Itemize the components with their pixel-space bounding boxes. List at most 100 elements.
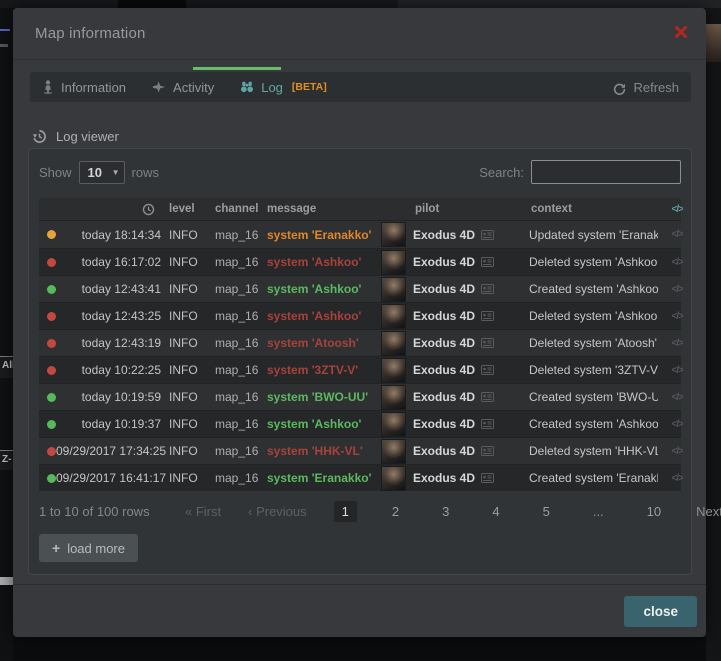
pagination-next[interactable]: Next › [696, 504, 721, 519]
cell-channel: map_16 [215, 390, 267, 404]
pilot-name: Exodus 4D [413, 444, 475, 458]
pilot-name: Exodus 4D [413, 228, 475, 242]
row-code-icon[interactable]: </> [658, 365, 683, 376]
clock-icon [142, 203, 155, 216]
tab-label: Information [61, 80, 126, 95]
column-context[interactable]: context [529, 203, 658, 215]
cell-time: today 12:43:41 [39, 282, 169, 296]
log-time: today 10:22:25 [82, 363, 169, 377]
cell-message: system 'Ashkoo' [267, 282, 381, 296]
close-button[interactable]: close [624, 596, 697, 627]
tab-information[interactable]: Information [42, 80, 126, 95]
table-row: today 10:19:37INFOmap_16system 'Ashkoo'E… [39, 410, 681, 437]
column-message[interactable]: message [267, 203, 381, 215]
pilot-name: Exodus 4D [413, 309, 475, 323]
page-size-select[interactable]: 10 [79, 161, 125, 184]
pilot-name: Exodus 4D [413, 255, 475, 269]
column-time[interactable] [39, 203, 169, 216]
column-level[interactable]: level [169, 203, 215, 215]
cell-level: INFO [169, 228, 215, 242]
pilot-name: Exodus 4D [413, 471, 475, 485]
cell-pilot: Exodus 4D [381, 385, 529, 410]
cell-time: today 10:22:25 [39, 363, 169, 377]
cell-pilot: Exodus 4D [381, 250, 529, 275]
history-icon [32, 129, 47, 144]
id-card-icon [481, 365, 494, 375]
pagination-ellipsis: ... [585, 501, 612, 522]
refresh-button[interactable]: Refresh [613, 79, 679, 94]
row-code-icon[interactable]: </> [658, 338, 683, 349]
log-viewer-heading: Log viewer [32, 129, 119, 144]
status-dot [47, 393, 56, 402]
status-dot [47, 258, 56, 267]
background-system-label: Z- [0, 450, 13, 470]
pagination-page-2[interactable]: 2 [384, 501, 407, 522]
pilot-avatar [381, 222, 406, 247]
cell-pilot: Exodus 4D [381, 412, 529, 437]
load-more-button[interactable]: + load more [39, 534, 138, 562]
id-card-icon [481, 257, 494, 267]
tab-log[interactable]: Log [BETA] [240, 80, 327, 95]
row-code-icon[interactable]: </> [658, 419, 683, 430]
background-connection-line [0, 29, 10, 31]
cell-level: INFO [169, 336, 215, 350]
cell-time: today 12:43:19 [39, 336, 169, 350]
plane-icon [152, 80, 166, 94]
row-code-icon[interactable]: </> [658, 446, 683, 457]
status-dot [47, 447, 56, 456]
log-time: today 10:19:37 [82, 417, 169, 431]
table-row: today 16:17:02INFOmap_16system 'Ashkoo'E… [39, 248, 681, 275]
refresh-label: Refresh [633, 80, 679, 95]
background-system-label: Ali [0, 356, 14, 378]
cell-channel: map_16 [215, 471, 267, 485]
column-channel[interactable]: channel [215, 203, 267, 215]
dialog-close-icon[interactable] [674, 25, 690, 41]
rows-label: rows [132, 165, 159, 180]
row-code-icon[interactable]: </> [658, 473, 683, 484]
pagination-first[interactable]: « First [185, 504, 221, 519]
pagination-page-10[interactable]: 10 [639, 501, 669, 522]
table-row: today 12:43:25INFOmap_16system 'Ashkoo'E… [39, 302, 681, 329]
cell-channel: map_16 [215, 228, 267, 242]
dialog-title: Map information [35, 25, 146, 42]
row-code-icon[interactable]: </> [658, 229, 683, 240]
row-code-icon[interactable]: </> [658, 257, 683, 268]
background-top-fragment [118, 0, 186, 8]
id-card-icon [481, 419, 494, 429]
cell-pilot: Exodus 4D [381, 466, 529, 491]
cell-time: today 10:19:37 [39, 417, 169, 431]
plus-icon: + [52, 540, 60, 556]
log-viewer-panel: Show 10 ▼ rows Search: level channel mes… [28, 148, 692, 575]
cell-level: INFO [169, 390, 215, 404]
pagination-info: 1 to 10 of 100 rows [39, 504, 185, 519]
pagination-page-3[interactable]: 3 [434, 501, 457, 522]
pagination-page-1[interactable]: 1 [334, 501, 357, 522]
cell-pilot: Exodus 4D [381, 222, 529, 247]
table-row: today 10:22:25INFOmap_16system '3ZTV-V'E… [39, 356, 681, 383]
pagination-page-4[interactable]: 4 [484, 501, 507, 522]
cell-pilot: Exodus 4D [381, 439, 529, 464]
cell-message: system 'Eranakko' [267, 471, 381, 485]
background-left-column [0, 8, 13, 661]
search-input[interactable] [531, 160, 681, 184]
pagination-bar: 1 to 10 of 100 rows « First ‹ Previous 1… [39, 500, 681, 522]
tab-activity[interactable]: Activity [152, 80, 214, 95]
pilot-name: Exodus 4D [413, 390, 475, 404]
column-pilot[interactable]: pilot [381, 203, 529, 215]
cell-level: INFO [169, 309, 215, 323]
log-table-body: today 18:14:34INFOmap_16system 'Eranakko… [39, 221, 681, 491]
pagination-previous[interactable]: ‹ Previous [248, 504, 307, 519]
cell-message: system '3ZTV-V' [267, 363, 381, 377]
cell-pilot: Exodus 4D [381, 277, 529, 302]
pagination-pages: 1 2 3 4 5... 10 [334, 501, 696, 522]
status-dot [47, 339, 56, 348]
log-time: today 18:14:34 [82, 228, 169, 242]
cell-message: system 'Ashkoo' [267, 417, 381, 431]
id-card-icon [481, 311, 494, 321]
pagination-page-5[interactable]: 5 [535, 501, 558, 522]
pilot-avatar [381, 439, 406, 464]
row-code-icon[interactable]: </> [658, 392, 683, 403]
table-row: today 18:14:34INFOmap_16system 'Eranakko… [39, 221, 681, 248]
row-code-icon[interactable]: </> [658, 284, 683, 295]
row-code-icon[interactable]: </> [658, 311, 683, 322]
